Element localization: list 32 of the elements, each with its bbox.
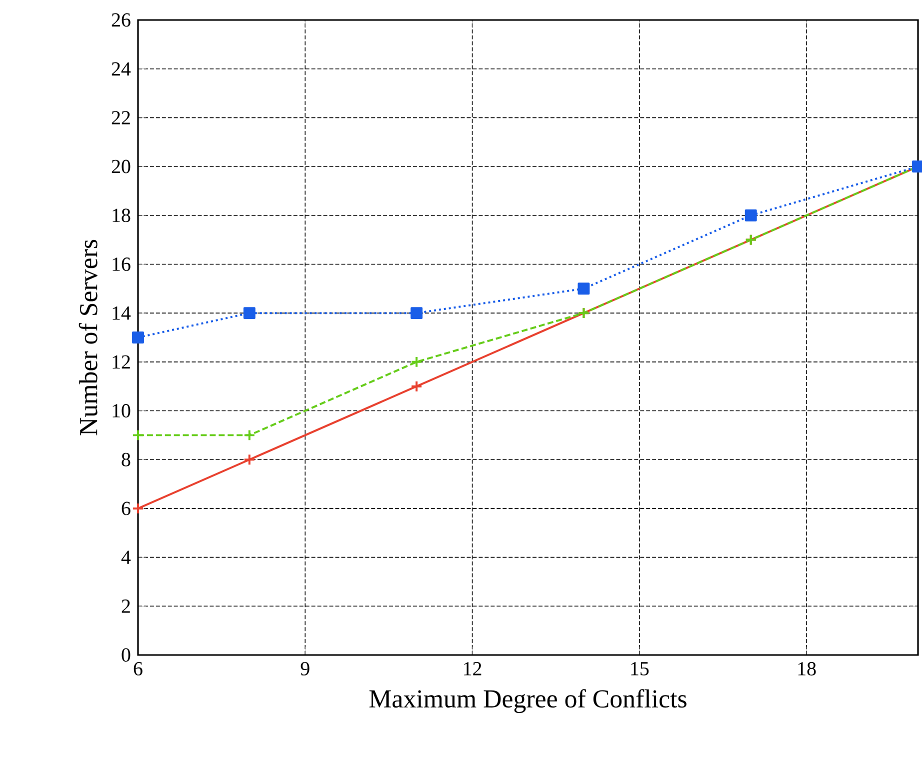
y-tick-label: 0	[122, 648, 130, 662]
point	[243, 307, 256, 320]
x-axis-title: Maximum Degree of Conflicts	[369, 689, 686, 713]
x-tick-label: 15	[631, 662, 649, 676]
y-tick-label: 10	[112, 404, 130, 418]
y-tick-label: 18	[112, 208, 130, 222]
y-tick-label: 22	[112, 111, 130, 124]
point	[243, 454, 256, 466]
y-tick-label: 6	[122, 502, 130, 516]
y-tick-label: 26	[112, 13, 130, 27]
y-tick-label: 4	[121, 550, 131, 564]
point	[132, 502, 144, 514]
y-tick-label: 12	[112, 355, 130, 369]
point	[243, 429, 256, 442]
y-tick-label: 8	[122, 452, 130, 466]
x-tick-label: 6	[134, 662, 142, 676]
y-tick-label: 24	[112, 62, 131, 76]
x-tick-label: 9	[300, 662, 310, 676]
y-tick-label: 14	[112, 306, 131, 320]
point	[410, 380, 423, 392]
x-tick-label: 18	[798, 662, 816, 676]
point	[578, 282, 590, 295]
point	[744, 209, 757, 222]
point	[410, 356, 423, 368]
point	[132, 332, 144, 344]
y-tick-label: 2	[122, 600, 130, 613]
point	[132, 429, 144, 442]
x-tick-label: 12	[464, 662, 482, 676]
y-axis-title: Number of Servers	[78, 240, 98, 436]
point	[410, 307, 423, 320]
y-tick-label: 20	[112, 160, 130, 174]
y-tick-label: 16	[112, 258, 130, 271]
